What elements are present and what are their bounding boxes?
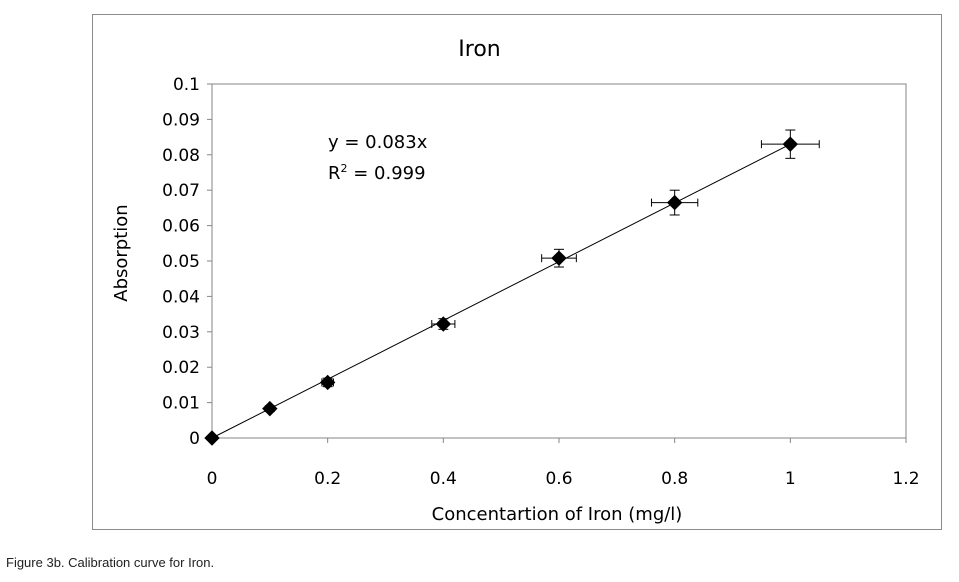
data-point-marker [551,250,567,266]
data-point-marker [262,400,278,417]
trendline-equation: y = 0.083x [328,132,428,153]
trendline-annotation: y = 0.083x R2 = 0.999 [328,130,427,187]
y-tick-label: 0.01 [162,394,200,414]
x-tick-label: 1.2 [892,469,919,489]
data-point-marker [782,136,799,152]
x-tick-label: 0 [207,469,218,489]
trendline [211,143,791,439]
y-tick-label: 0 [189,429,200,449]
r-squared-label: R2 = 0.999 [328,162,426,184]
y-tick-label: 0.07 [162,181,200,201]
y-tick-label: 0.1 [173,75,200,95]
x-axis-title: Concentartion of Iron (mg/l) [432,504,683,525]
y-tick-label: 0.03 [162,323,200,343]
x-tick-label: 0.4 [430,469,457,489]
y-tick-label: 0.06 [162,217,200,237]
figure-caption: Figure 3b. Calibration curve for Iron. [6,555,215,570]
y-tick-label: 0.04 [162,287,200,307]
data-point-marker [319,374,336,391]
x-tick-label: 0.6 [545,469,572,489]
chart-title: Iron [458,37,501,62]
data-point-marker [666,194,683,211]
x-tick-label: 0.2 [314,469,341,489]
y-axis-title: Absorption [111,204,132,301]
data-point-marker [435,316,452,332]
data-point-marker [204,430,220,446]
y-tick-label: 0.09 [162,110,200,130]
y-tick-label: 0.05 [162,252,200,272]
x-tick-label: 1 [785,469,796,489]
y-tick-label: 0.02 [162,358,200,378]
x-tick-label: 0.8 [661,469,688,489]
y-tick-label: 0.08 [162,146,200,166]
chart-area [92,14,942,530]
